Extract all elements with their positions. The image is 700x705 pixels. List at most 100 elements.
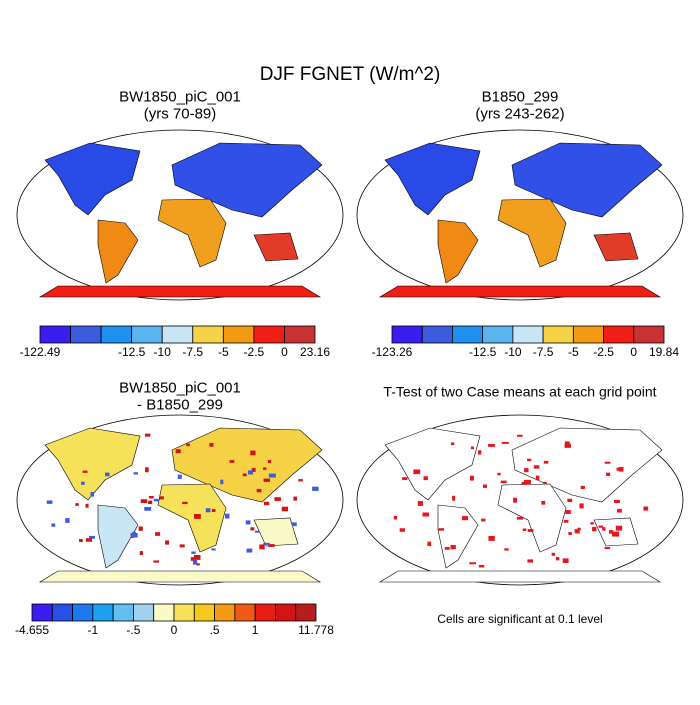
cell [79,538,83,543]
colorbar-box [133,603,155,622]
cell [527,458,532,462]
cell [144,433,151,437]
colorbar-label: 11.778 [298,623,334,637]
colorbar-label: 0 [281,345,288,359]
cell [580,485,585,490]
cell [153,498,159,502]
cell [242,473,247,477]
cell [527,529,534,532]
panel-title: BW1850_piC_001 [119,88,241,105]
cell [543,460,549,464]
cell [145,467,149,473]
cell [165,540,170,545]
cell [513,497,518,503]
cell [281,506,289,512]
cell [568,532,572,536]
colorbar-label: -1 [88,623,99,637]
cell [524,468,529,473]
colorbar-box [542,325,574,344]
colorbar-box [253,325,285,344]
cell [527,559,533,563]
cell [148,495,154,499]
cell [293,496,298,501]
colorbar-label: -2.5 [593,345,614,359]
cell [205,508,211,513]
map [16,414,344,586]
colorbar-box [284,325,316,344]
cell [497,472,501,476]
cell [65,518,70,523]
colorbar-box [254,603,276,622]
cell [298,479,303,482]
colorbar-box [70,325,102,344]
cell [478,450,482,455]
cell [604,461,611,464]
cell [452,495,456,501]
cell [608,530,614,534]
cell [617,508,622,513]
colorbar-box [92,603,114,622]
cell [190,557,195,561]
cell [563,519,569,523]
cell [220,479,224,485]
cell [191,551,196,554]
cell [444,547,450,550]
cell [196,563,200,566]
colorbar-label: -12.5 [469,345,497,359]
colorbar-label: -2.5 [244,345,265,359]
cell [469,562,477,565]
colorbar-box [512,325,544,344]
panel-title: T-Test of two Case means at each grid po… [383,384,656,400]
land [379,285,661,298]
colorbar-label: -123.26 [372,345,413,359]
cell [488,443,495,447]
cell [250,450,256,456]
cell [450,544,456,550]
cell [75,503,79,506]
colorbar-label: -.5 [126,623,140,637]
cell [564,441,570,446]
colorbar-box [193,603,215,622]
colorbar-label: -10 [504,345,522,359]
colorbar-box [131,325,163,344]
cell [194,514,201,519]
cell [402,477,408,481]
cell [153,560,160,563]
colorbar-box [421,325,453,344]
cell [263,542,270,545]
cell [148,500,153,505]
colorbar-box [112,603,134,622]
cell [592,526,597,532]
map [356,414,684,586]
cell [211,509,216,513]
cell [393,516,398,520]
cell [46,500,53,504]
colorbar-box [214,603,236,622]
panel-title: (yrs 70-89) [144,105,217,122]
cell [438,528,445,531]
colorbar-box [482,325,514,344]
land [39,285,321,298]
cell [224,513,230,519]
colorbar-label: -12.5 [118,345,146,359]
cell [612,531,619,537]
cell [263,501,270,506]
cell [268,544,275,547]
cell [133,472,138,475]
cell [500,480,507,484]
colorbar-box [452,325,484,344]
cell [535,475,540,481]
colorbar-box [39,325,71,344]
cell [246,548,253,553]
cell [186,443,190,447]
colorbar-box [51,603,73,622]
cell [211,548,216,551]
cell [245,520,251,525]
cell [90,492,94,497]
colorbar-label: -4.655 [15,623,49,637]
colorbar-label: 23.16 [300,345,330,359]
cell [81,481,85,485]
panel-title: BW1850_piC_001 [119,379,241,396]
cell [89,535,95,539]
cell [521,481,527,485]
